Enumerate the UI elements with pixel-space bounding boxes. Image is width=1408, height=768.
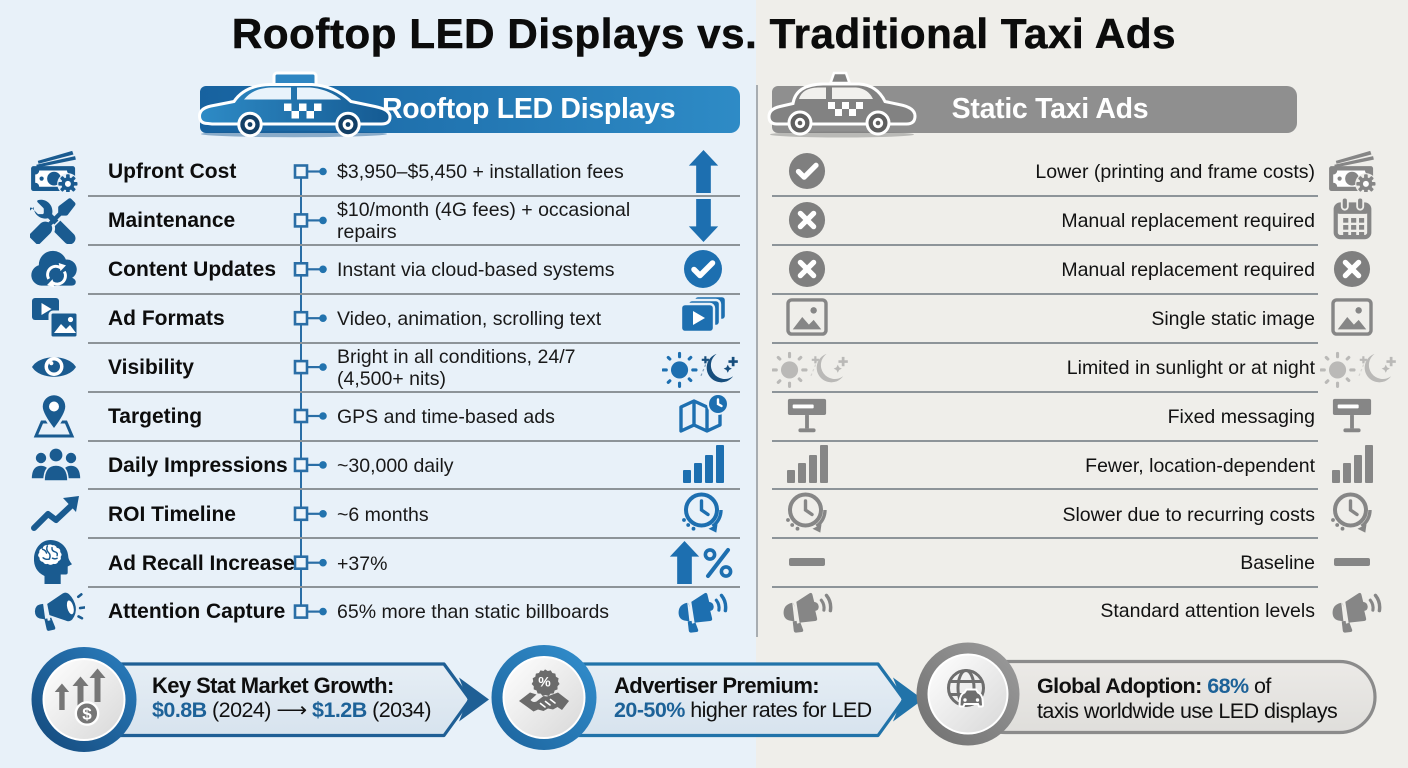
svg-text:$: $: [82, 705, 92, 724]
svg-text:%: %: [538, 674, 551, 690]
